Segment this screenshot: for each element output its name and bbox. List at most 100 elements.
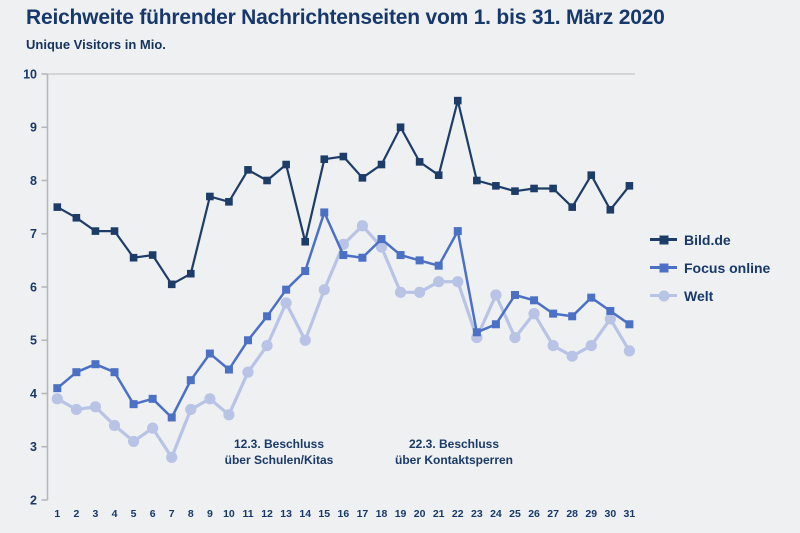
- data-point: [472, 328, 481, 337]
- x-tick-label: 21: [433, 508, 445, 520]
- page-title: Reichweite führender Nachrichtenseiten v…: [26, 6, 665, 29]
- data-point: [166, 451, 178, 463]
- data-point: [415, 256, 424, 265]
- x-tick-label: 30: [604, 508, 616, 520]
- data-point: [377, 235, 386, 244]
- data-point: [339, 251, 348, 260]
- data-point: [358, 174, 367, 182]
- data-point: [473, 176, 481, 185]
- data-point: [530, 296, 539, 305]
- legend-item-welt: Welt: [650, 286, 770, 305]
- x-tick-label: 31: [624, 508, 636, 520]
- x-tick-label: 23: [471, 508, 483, 520]
- x-tick-label: 18: [376, 508, 388, 520]
- data-point: [51, 393, 63, 405]
- data-point: [225, 198, 233, 206]
- x-tick-label: 4: [112, 508, 118, 520]
- data-point: [568, 312, 577, 321]
- data-point: [53, 203, 62, 211]
- data-point: [89, 401, 102, 413]
- legend-item-focus: Focus online: [650, 258, 770, 277]
- data-point: [528, 308, 540, 320]
- data-point: [625, 182, 634, 190]
- data-point: [623, 345, 636, 357]
- data-point: [91, 227, 100, 235]
- x-tick-label: 16: [338, 508, 350, 520]
- data-point: [318, 284, 330, 296]
- data-point: [148, 394, 157, 403]
- y-tick-label: 10: [23, 67, 37, 81]
- legend-item-bild: Bild.de: [650, 230, 770, 249]
- legend-label-welt: Welt: [684, 287, 714, 304]
- data-point: [167, 280, 176, 289]
- data-point: [299, 334, 311, 346]
- data-point: [282, 285, 291, 294]
- x-tick-label: 27: [547, 508, 559, 520]
- data-point: [224, 365, 233, 374]
- data-point: [127, 435, 140, 448]
- data-point: [358, 253, 367, 262]
- y-tick-label: 2: [30, 493, 37, 507]
- data-point: [185, 403, 197, 416]
- data-point: [129, 253, 138, 262]
- y-tick-label: 3: [30, 440, 37, 454]
- data-point: [375, 241, 388, 253]
- data-point: [147, 422, 159, 434]
- data-point: [129, 400, 138, 409]
- annotation-line: über Kontaktsperren: [394, 453, 514, 467]
- x-tick-label: 12: [261, 508, 273, 520]
- data-point: [53, 384, 62, 393]
- data-point: [604, 313, 616, 325]
- data-point: [396, 123, 405, 132]
- x-tick-label: 15: [318, 508, 330, 520]
- data-point: [261, 339, 273, 352]
- data-point: [549, 184, 557, 193]
- x-tick-label: 14: [299, 508, 311, 520]
- data-point: [206, 192, 214, 201]
- data-point: [434, 261, 443, 270]
- annotation-line: 12.3. Beschluss: [233, 437, 325, 451]
- data-point: [453, 227, 462, 236]
- data-point: [110, 227, 119, 235]
- data-point: [511, 187, 519, 195]
- data-point: [320, 155, 329, 163]
- data-point: [606, 306, 615, 315]
- data-point: [510, 290, 519, 299]
- x-tick-label: 9: [207, 508, 213, 520]
- data-point: [530, 184, 538, 193]
- data-point: [301, 237, 310, 246]
- x-tick-label: 10: [223, 508, 235, 520]
- data-point: [492, 182, 500, 190]
- legend-label-focus: Focus online: [684, 259, 771, 276]
- x-tick-label: 6: [150, 508, 156, 520]
- series-line-welt: [55, 224, 632, 459]
- data-point: [490, 289, 502, 301]
- data-point: [282, 160, 290, 169]
- x-tick-label: 17: [357, 508, 369, 520]
- x-tick-label: 22: [452, 508, 464, 520]
- data-point: [453, 96, 462, 105]
- data-point: [242, 366, 254, 378]
- data-point: [320, 208, 329, 217]
- legend-marker-focus-icon: [650, 263, 677, 272]
- data-point: [452, 276, 464, 288]
- data-point: [394, 286, 407, 298]
- x-tick-label: 2: [73, 508, 79, 520]
- x-tick-label: 26: [528, 508, 540, 520]
- x-tick-label: 1: [54, 508, 60, 520]
- data-point: [263, 312, 272, 321]
- x-tick-label: 25: [509, 508, 521, 520]
- data-point: [606, 205, 615, 214]
- data-point: [91, 360, 100, 369]
- data-point: [625, 320, 634, 329]
- data-point: [110, 368, 119, 377]
- data-point: [547, 339, 559, 352]
- data-point: [568, 203, 576, 211]
- x-tick-label: 29: [585, 508, 597, 520]
- data-point: [301, 267, 310, 276]
- y-tick-label: 6: [30, 280, 37, 294]
- data-point: [434, 171, 443, 179]
- y-tick-label: 4: [30, 387, 37, 401]
- data-point: [263, 176, 271, 185]
